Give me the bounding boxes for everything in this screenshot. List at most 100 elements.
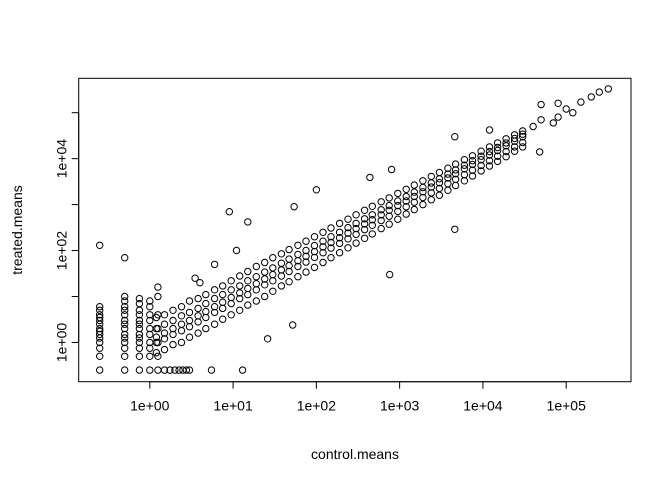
data-point [493,157,502,166]
data-point [402,197,410,205]
data-point [171,366,179,374]
data-point [402,192,410,201]
data-point [327,254,335,262]
data-point [152,313,161,322]
data-point [394,197,402,205]
data-point [202,307,210,316]
data-point [121,320,129,328]
data-point [460,161,469,169]
data-point [219,290,227,299]
data-point [519,130,527,138]
y-axis: 1e+00 1e+02 1e+04 [54,112,80,363]
data-point [302,258,310,266]
data-point [419,200,427,209]
data-point [154,324,162,333]
data-point [135,338,144,347]
data-point [344,223,352,232]
data-point [177,327,186,335]
x-tick-label: 1e+02 [297,398,337,414]
data-point [169,324,177,333]
data-point [302,246,310,255]
data-point [302,237,310,245]
data-point [146,330,154,339]
data-point [238,366,247,374]
data-point [435,191,444,199]
data-point [225,208,234,216]
data-point [185,308,194,317]
data-point [344,229,352,237]
data-point [352,230,360,239]
data-point [289,321,297,329]
data-point [444,174,452,182]
data-point [261,292,269,301]
data-point [510,143,519,151]
data-point [135,311,144,319]
points-layer [96,85,612,374]
data-point [360,234,369,243]
data-point [360,215,369,223]
data-point [160,311,169,319]
data-point [244,277,252,285]
data-point [477,152,485,160]
data-point [277,272,286,280]
data-point [121,297,129,305]
data-point [485,162,494,170]
data-point [121,352,129,360]
data-point [146,316,154,325]
data-point [185,333,194,341]
data-point [252,262,260,271]
data-point [154,283,162,291]
data-point [377,198,385,206]
data-point [451,133,459,141]
data-point [169,330,177,339]
data-point [502,153,510,161]
data-point [319,237,327,245]
data-point [352,219,360,228]
data-point [387,165,396,174]
data-point [121,344,129,352]
data-point [352,224,360,233]
data-point [468,157,477,165]
data-point [121,316,129,325]
data-point [154,366,162,374]
data-point [587,93,595,101]
data-point [485,147,494,156]
data-point [227,277,235,285]
data-point [160,345,169,354]
data-point [604,85,612,93]
data-point [427,196,435,204]
data-point [96,320,104,328]
data-point [96,352,104,360]
data-point [121,366,129,374]
data-point [460,170,469,179]
data-point [394,189,402,198]
data-point [310,253,319,262]
data-point [169,340,177,349]
data-point [477,156,485,164]
data-point [121,254,129,262]
data-point [194,318,202,326]
y-tick-label: 1e+02 [54,231,70,271]
data-point [269,264,277,272]
data-point [294,250,302,259]
data-point [219,304,227,313]
data-point [327,238,335,247]
data-point [368,221,376,230]
data-point [493,139,502,147]
data-point [135,352,144,360]
y-tick-label: 1e+00 [54,323,70,363]
data-point [460,177,469,185]
data-point [294,273,302,281]
y-tick-label: 1e+04 [54,139,70,179]
data-point [277,266,286,274]
data-point [219,282,227,290]
data-point [277,259,286,267]
data-point [169,316,177,325]
data-point [519,133,527,141]
data-point [577,98,585,106]
data-point [146,303,154,311]
data-point [146,344,154,352]
data-point [96,303,104,311]
data-point [344,235,352,243]
data-point [502,142,510,150]
